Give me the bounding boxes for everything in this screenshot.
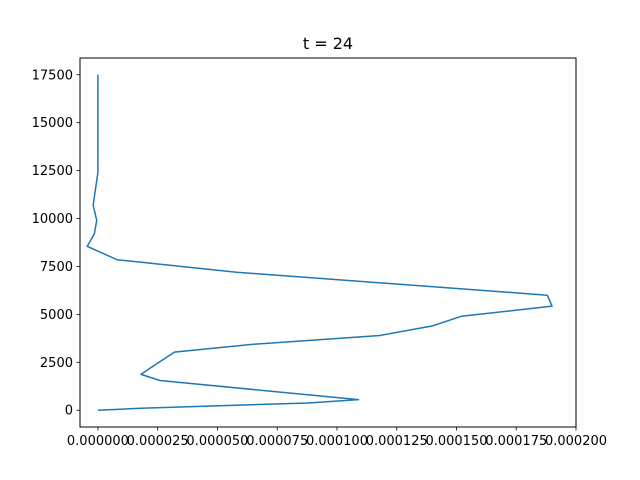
y-tick-label: 0 bbox=[65, 404, 73, 419]
x-tick-label: 0.000175 bbox=[485, 434, 547, 449]
x-tick-label: 0.000000 bbox=[67, 434, 129, 449]
y-tick-label: 2500 bbox=[40, 356, 73, 371]
x-tick-label: 0.000125 bbox=[366, 434, 428, 449]
y-tick-label: 7500 bbox=[40, 260, 73, 275]
y-tick-label: 10000 bbox=[32, 212, 73, 227]
plot-area bbox=[86, 74, 553, 411]
x-tick-label: 0.000200 bbox=[545, 434, 607, 449]
series-line-0 bbox=[86, 74, 553, 411]
y-tick-label: 15000 bbox=[32, 116, 73, 131]
chart-title: t = 24 bbox=[303, 34, 353, 53]
x-tick-label: 0.000150 bbox=[425, 434, 487, 449]
y-tick-label: 17500 bbox=[32, 68, 73, 83]
y-tick-label: 5000 bbox=[40, 308, 73, 323]
axes-frame bbox=[79, 57, 577, 428]
x-tick-label: 0.000050 bbox=[186, 434, 248, 449]
x-tick-label: 0.000075 bbox=[246, 434, 308, 449]
y-axis: 0 2500 5000 7500 10000 12500 15000 17500 bbox=[32, 68, 80, 419]
x-tick-label: 0.000100 bbox=[306, 434, 368, 449]
x-tick-label: 0.000025 bbox=[127, 434, 189, 449]
x-axis: 0.0000000.0000250.0000500.0000750.000100… bbox=[67, 427, 607, 449]
y-tick-label: 12500 bbox=[32, 164, 73, 179]
